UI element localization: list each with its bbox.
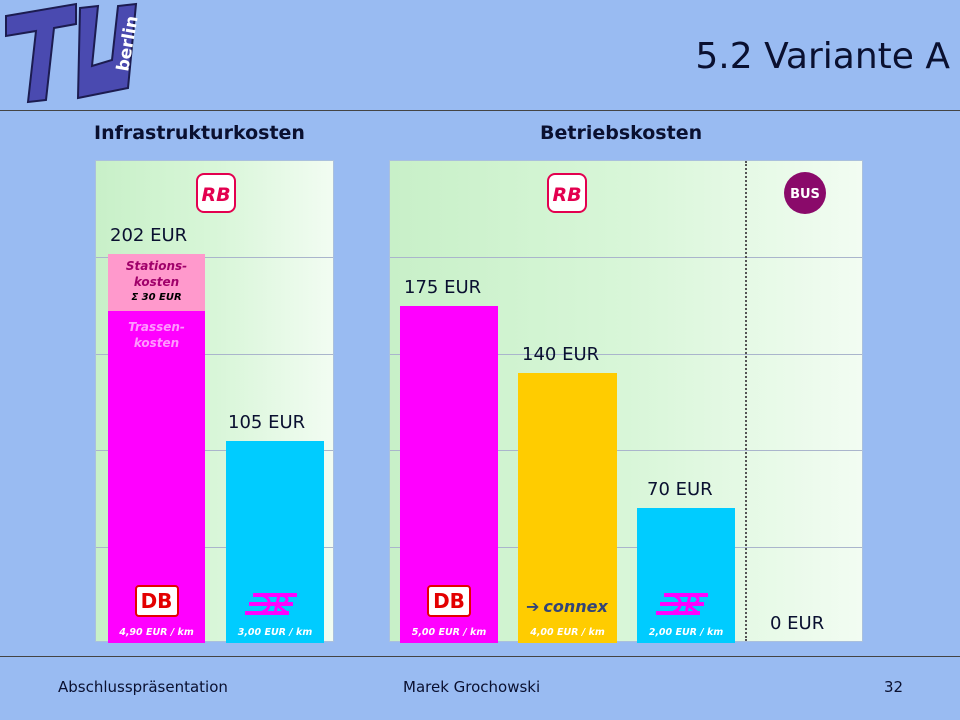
rb-logo-text: RB — [201, 184, 230, 206]
chart-title-betrieb: Betriebskosten — [540, 122, 703, 144]
gridline — [390, 257, 862, 258]
db-logo: DB — [427, 585, 471, 617]
connex-logo-text: connex — [543, 597, 608, 616]
value-label-dre: 105 EUR — [228, 411, 306, 433]
segment-label-line: kosten — [133, 336, 180, 351]
db-logo: DB — [134, 585, 179, 617]
bar-connex — [518, 373, 617, 643]
segment-label-trassenkosten: Trassen-kosten — [108, 319, 205, 351]
segment-label-line: kosten — [133, 274, 180, 289]
footer-page-number: 32 — [884, 678, 904, 696]
gridline — [96, 257, 333, 258]
gridline — [390, 354, 862, 355]
segment-label-line: Trassen- — [128, 320, 185, 335]
footer-divider — [0, 656, 960, 657]
dre-logo — [245, 593, 297, 615]
value-label-dre: 70 EUR — [647, 479, 713, 501]
bar-dre — [637, 508, 735, 643]
value-label-connex: 140 EUR — [522, 344, 600, 366]
rate-label-dre: 3,00 EUR / km — [237, 627, 313, 638]
segment-label-stationskosten: Stations-kosten Σ 30 EUR — [108, 258, 205, 306]
rb-logo-text: RB — [552, 184, 581, 206]
footer-author: Marek Grochowski — [403, 678, 541, 696]
rate-label-db: 5,00 EUR / km — [411, 627, 487, 638]
rb-logo: RB — [196, 173, 236, 213]
header-divider — [0, 110, 960, 111]
rate-label-dre: 2,00 EUR / km — [648, 627, 724, 638]
gridline — [390, 450, 862, 451]
connex-logo: ➔ connex — [526, 597, 608, 616]
gridline — [96, 450, 333, 451]
footer-presentation: Abschlusspräsentation — [58, 678, 228, 696]
rb-logo: RB — [547, 173, 587, 213]
gridline — [96, 354, 333, 355]
chart-panel-betrieb: RB BUS 175 EUR 5,00 EUR / km DB 140 EUR 4,00… — [389, 160, 863, 643]
bus-logo: BUS — [784, 172, 826, 214]
dre-logo — [656, 593, 708, 615]
rate-label-db: 4,90 EUR / km — [119, 627, 194, 638]
rate-label-connex: 4,00 EUR / km — [530, 627, 605, 638]
gridline — [96, 547, 333, 548]
page-title: 5.2 Variante A — [695, 36, 950, 77]
chart-panel-infrastruktur: RB 202 EUR 4,90 EUR / km DB 105 EUR 3,00 EUR… — [95, 160, 334, 643]
tu-berlin-logo: berlin — [5, 2, 142, 104]
bus-separator-line — [745, 161, 747, 641]
segment-label-line: Σ 30 EUR — [131, 291, 182, 303]
value-label-db: 175 EUR — [404, 276, 482, 298]
connex-logo-icon: ➔ — [526, 597, 540, 616]
db-logo-text: DB — [140, 589, 173, 613]
value-label-db: 202 EUR — [110, 224, 188, 246]
bus-logo-text: BUS — [790, 187, 820, 202]
chart-title-infrastruktur: Infrastrukturkosten — [94, 122, 305, 144]
value-label-bus: 0 EUR — [770, 613, 825, 634]
bar-segment-stationskosten — [108, 253, 205, 312]
bar-db — [108, 253, 205, 643]
segment-label-line: Stations- — [125, 258, 188, 273]
gridline — [390, 547, 862, 548]
db-logo-text: DB — [433, 589, 465, 613]
